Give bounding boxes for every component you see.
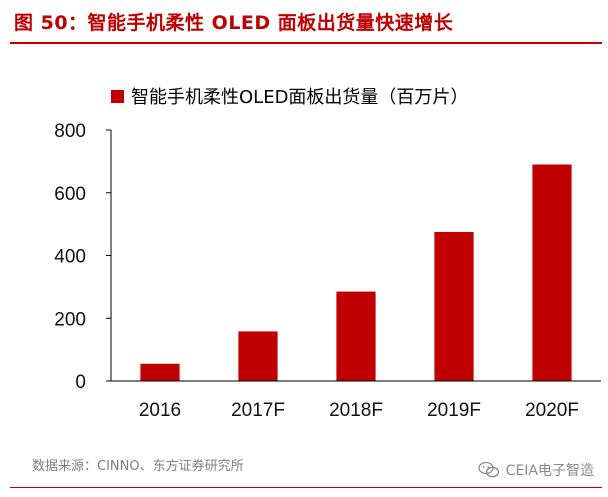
bar-2017F [238, 331, 278, 381]
x-category-label: 2020F [525, 400, 579, 421]
bar-2020F [532, 164, 572, 381]
y-tick-label: 200 [54, 309, 86, 330]
wechat-icon [478, 461, 500, 479]
bar-2018F [336, 291, 376, 381]
y-tick-label: 600 [54, 184, 86, 205]
x-category-label: 2019F [427, 400, 481, 421]
figure-title: 图 50：智能手机柔性 OLED 面板出货量快速增长 [14, 12, 454, 34]
watermark-text: CEIA电子智造 [505, 463, 594, 479]
legend-swatch [111, 90, 124, 103]
source-note: 数据来源：CINNO、东方证券研究所 [32, 459, 244, 474]
bar-2019F [434, 231, 474, 381]
y-tick-label: 800 [54, 121, 86, 142]
x-category-label: 2017F [231, 400, 285, 421]
watermark: CEIA电子智造 [478, 460, 594, 480]
y-tick-label: 400 [54, 247, 86, 268]
bar-2016 [140, 363, 180, 381]
x-category-label: 2016 [139, 400, 181, 421]
legend-label: 智能手机柔性OLED面板出货量（百万片） [131, 87, 468, 108]
x-category-label: 2018F [329, 400, 383, 421]
title-divider [10, 42, 602, 44]
bottom-divider [10, 487, 602, 488]
y-tick-label: 0 [75, 372, 86, 393]
